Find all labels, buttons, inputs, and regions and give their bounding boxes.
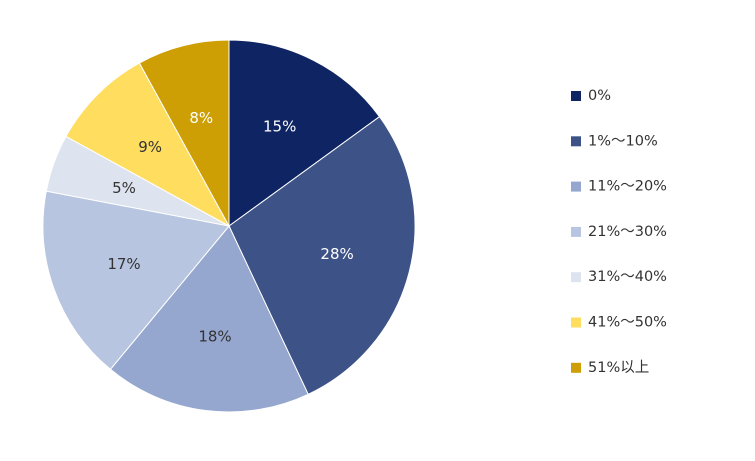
pie-slice-1: [228, 115, 416, 395]
legend-label-2: 11%～20%: [588, 179, 667, 195]
pie-data-label-5: 9%: [138, 138, 162, 156]
legend-swatch-1: [571, 136, 581, 147]
pie-data-label-6: 8%: [189, 109, 213, 127]
legend-swatch-3: [571, 226, 581, 237]
pie-slice-3: [42, 190, 230, 371]
legend-label-4: 31%～40%: [588, 269, 667, 285]
pie-data-label-4: 5%: [112, 179, 136, 197]
legend: 0% 1%～10% 11%～20% 21%～30% 31%～40% 41%～50% 51%以…: [571, 88, 667, 376]
pie-slice-5: [65, 62, 231, 228]
legend-label-3: 21%～30%: [588, 224, 667, 240]
pie-slice-0: [228, 39, 381, 227]
legend-swatch-4: [571, 272, 581, 283]
pie-data-label-1: 28%: [320, 245, 353, 263]
pie-data-label-0: 15%: [263, 118, 296, 136]
pie-slice-6: [138, 39, 230, 227]
legend-swatch-2: [571, 181, 581, 192]
legend-label-6: 51%以上: [588, 359, 649, 376]
legend-swatch-0: [571, 91, 581, 101]
pie-slice-2: [109, 225, 309, 413]
legend-label-5: 41%～50%: [588, 315, 667, 331]
legend-swatch-5: [571, 317, 581, 328]
legend-label-1: 1%～10%: [588, 133, 658, 149]
pie-data-label-2: 18%: [198, 328, 231, 346]
pie-data-label-3: 17%: [107, 255, 140, 273]
pie-slices: [42, 39, 416, 413]
pie-data-labels: 15% 28% 18% 17% 5% 9% 8%: [107, 109, 353, 346]
legend-label-0: 0%: [588, 88, 611, 104]
legend-swatch-6: [571, 362, 581, 373]
